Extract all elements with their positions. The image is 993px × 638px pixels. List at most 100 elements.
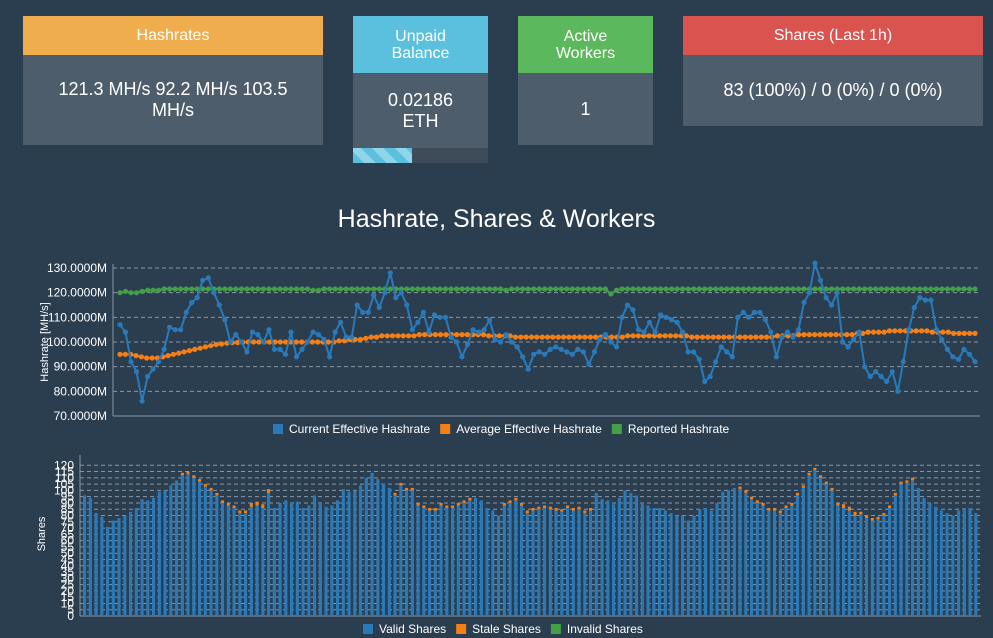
bar [882,513,886,516]
data-point [966,286,973,292]
data-point [956,330,962,336]
bar [928,503,932,616]
payout-progress-bar [353,148,488,163]
data-point [509,286,515,292]
data-point [283,339,289,345]
bar [859,511,863,515]
bar [893,492,897,496]
data-point [520,354,526,360]
data-point [531,351,537,357]
data-point [194,295,200,301]
data-point [702,378,708,385]
bar [134,508,138,616]
data-point [183,309,189,315]
data-point [299,286,305,292]
data-point [371,292,377,298]
data-point [602,332,609,338]
data-point [536,286,542,292]
bar [175,480,179,616]
data-point [498,339,504,345]
data-point [122,329,129,335]
data-point [122,288,129,294]
data-point [972,330,978,336]
data-point [851,336,857,343]
bar [514,500,518,616]
bar [364,477,368,616]
data-point [244,349,250,355]
data-point [834,286,840,292]
data-point [881,329,887,335]
bar-y-tick-label: 45 [61,552,75,566]
data-point [117,351,123,357]
bar [514,497,518,501]
data-point [851,286,857,292]
data-point [411,333,417,339]
bar [796,495,800,616]
data-point [658,286,664,292]
bar [738,489,742,616]
data-point [536,349,542,355]
bar [675,515,679,616]
data-point [560,334,567,340]
legend-label: Average Effective Hashrate [456,422,602,436]
bar [163,490,167,616]
data-point [680,329,686,335]
bar [663,510,667,616]
bar [635,495,639,616]
bar-y-tick-label: 40 [61,559,75,573]
bar [583,513,587,616]
data-point [944,286,951,292]
bar [83,495,87,616]
data-point [674,286,680,292]
data-point [470,327,476,333]
bar [767,510,771,616]
bar [439,503,443,506]
bar [560,511,564,616]
data-point [518,334,524,340]
data-point [327,286,333,292]
line-y-tick-label: 110.0000M [48,310,107,324]
bar [439,505,443,616]
data-point [393,295,399,301]
bar [106,526,110,616]
bar [433,508,437,511]
legend-label: Valid Shares [379,622,446,636]
hashrates-title: Hashrates [23,16,323,55]
data-point [547,286,553,292]
data-point [371,286,377,292]
data-point [133,290,140,296]
data-point [211,290,217,296]
bar [491,510,495,616]
data-point [624,286,631,292]
data-point [569,286,575,292]
data-point [961,330,967,336]
data-point [288,329,294,335]
data-point [613,344,620,350]
bar [508,500,512,503]
bar [416,503,420,506]
data-point [487,286,493,292]
data-point [870,329,877,335]
data-point [357,336,364,343]
bar [807,472,811,476]
legend-label: Current Effective Hashrate [289,422,431,436]
data-point [288,286,294,292]
data-point [453,339,460,345]
bar [244,513,248,616]
data-point [144,355,150,361]
data-point [806,332,812,338]
data-point [564,349,570,355]
data-point [475,286,482,292]
data-point [718,344,724,350]
data-point [724,286,730,292]
data-point [398,286,404,292]
data-point [343,334,349,340]
legend-swatch [550,624,561,634]
data-point [172,286,178,292]
bar-y-tick-label: 95 [61,490,75,504]
data-point [459,286,465,292]
data-point [238,286,244,292]
data-point [304,339,311,345]
legend-label: Stale Shares [472,622,541,636]
data-point [404,286,410,292]
